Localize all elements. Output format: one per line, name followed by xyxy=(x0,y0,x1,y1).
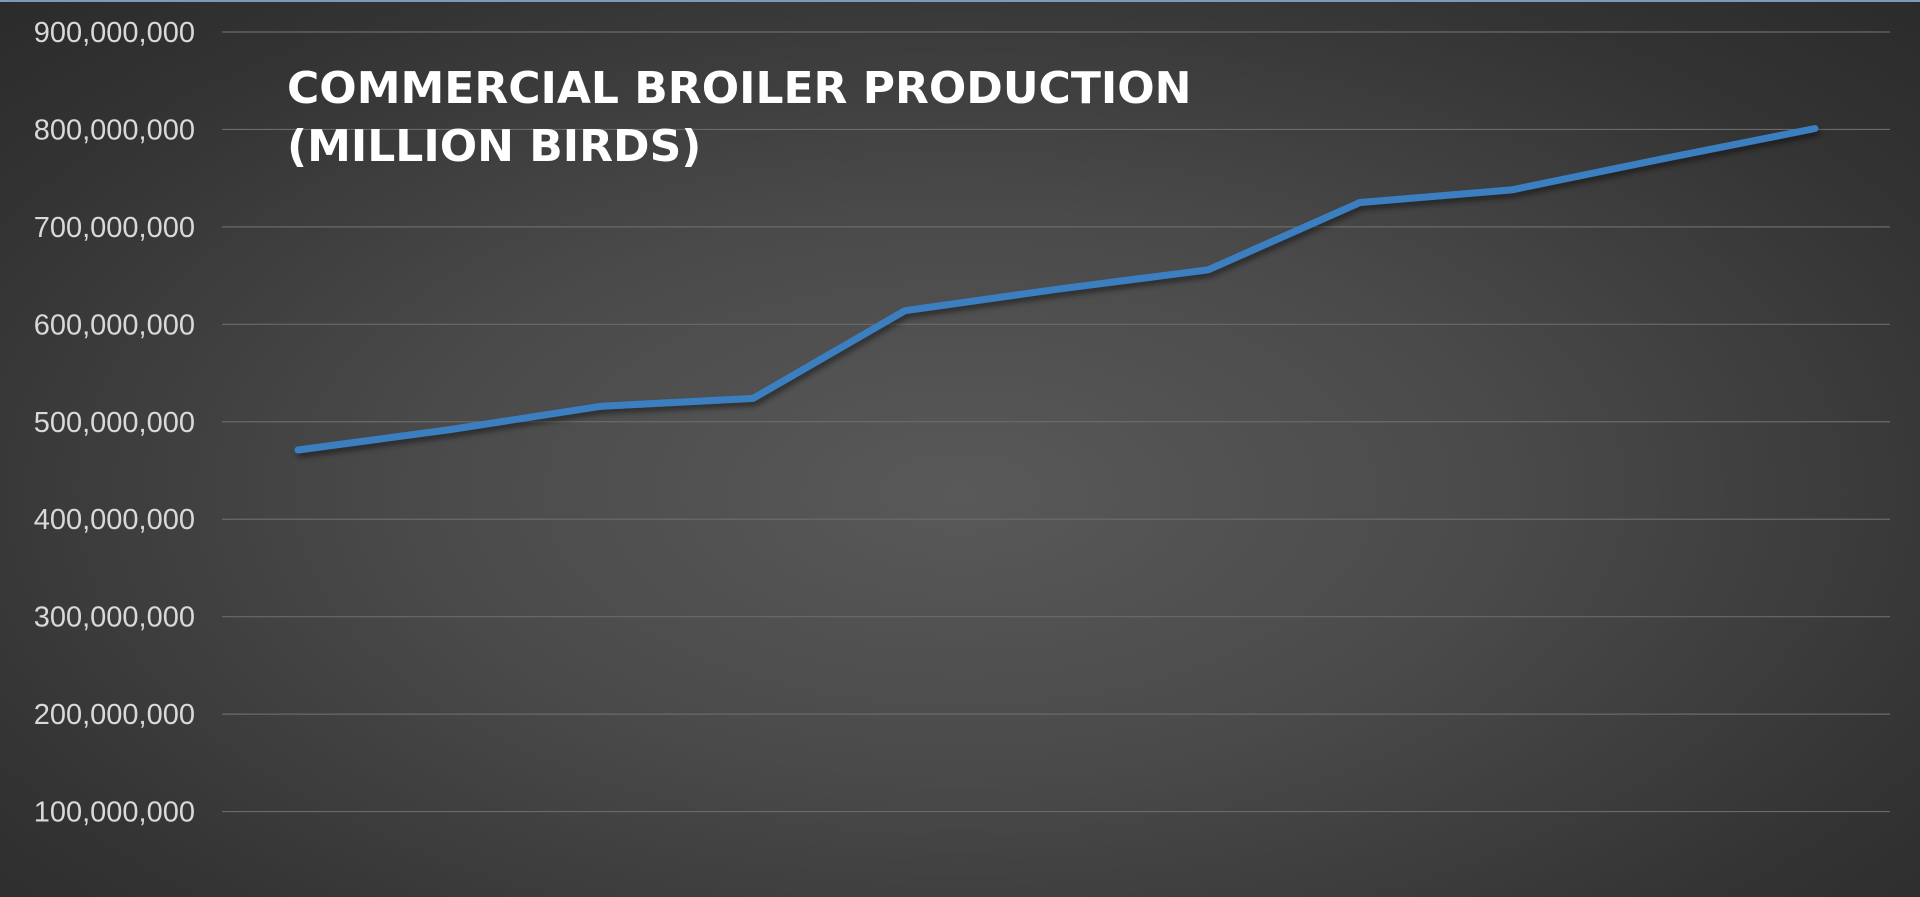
y-tick-label: 900,000,000 xyxy=(34,17,195,49)
y-tick-label: 100,000,000 xyxy=(34,797,195,829)
chart-title-line-2: (MILLION BIRDS) xyxy=(287,121,701,172)
y-tick-label: 500,000,000 xyxy=(34,407,195,439)
y-tick-label: 400,000,000 xyxy=(34,504,195,536)
chart-title-line-1: COMMERCIAL BROILER PRODUCTION xyxy=(287,63,1191,114)
y-tick-label: 700,000,000 xyxy=(34,212,195,244)
y-tick-label: 800,000,000 xyxy=(34,114,195,146)
y-tick-label: 200,000,000 xyxy=(34,699,195,731)
top-accent-line xyxy=(0,0,1920,2)
y-axis-tick-labels: 100,000,000 200,000,000 300,000,000 400,000… xyxy=(34,17,195,829)
series-lines xyxy=(294,125,1819,454)
y-tick-label: 600,000,000 xyxy=(34,309,195,341)
y-tick-label: 300,000,000 xyxy=(34,602,195,634)
